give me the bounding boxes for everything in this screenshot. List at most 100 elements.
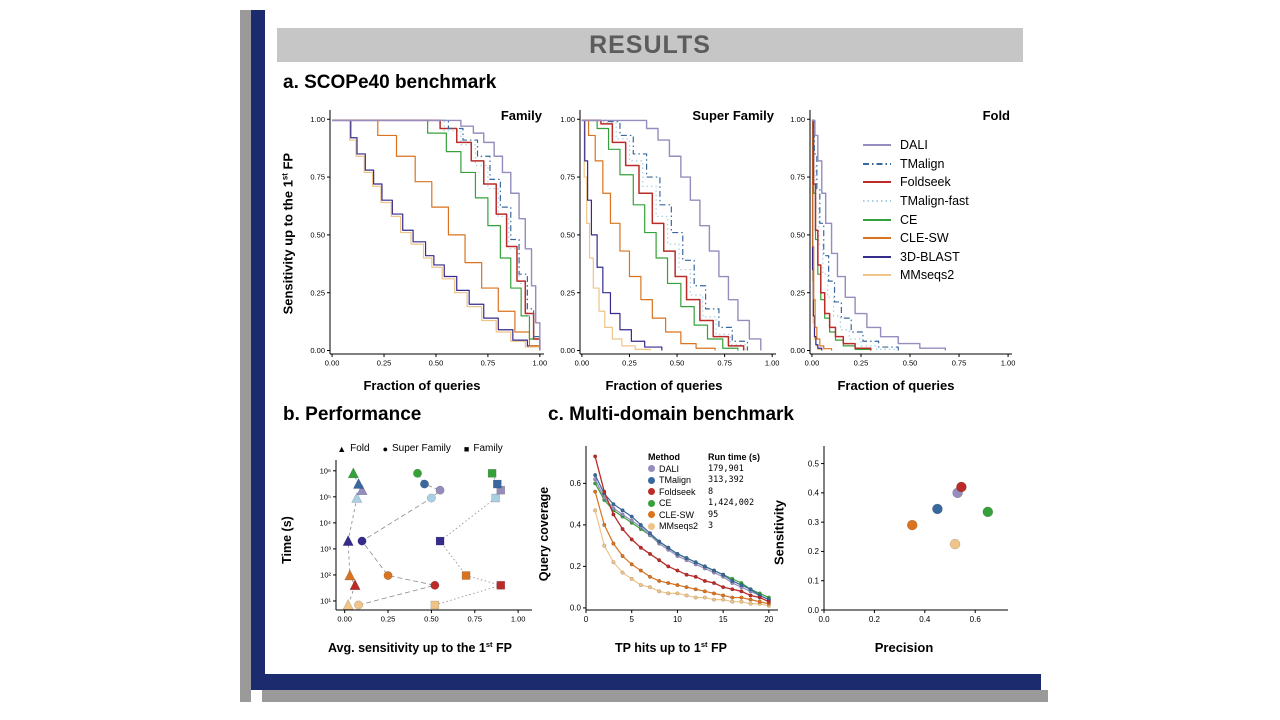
legend-label: Foldseek — [900, 175, 951, 190]
runtime-row-method: CE — [648, 498, 698, 508]
runtime-row-method: TMalign — [648, 475, 698, 485]
family-x-axis-label: Fraction of queries — [363, 378, 481, 393]
chart-superfamily: 0.00 0.25 0.50 0.75 1.00 0.00 0.25 0.50 0.75 1.00… — [548, 100, 780, 374]
svg-text:0.50: 0.50 — [424, 615, 439, 624]
svg-text:0.25: 0.25 — [854, 359, 869, 368]
frame-shadow-left — [240, 10, 251, 702]
svg-text:0.00: 0.00 — [337, 615, 352, 624]
section-c-title: c. Multi-domain benchmark — [548, 404, 794, 425]
svg-text:0.25: 0.25 — [310, 288, 325, 297]
svg-text:0.00: 0.00 — [325, 359, 340, 368]
svg-text:15: 15 — [719, 615, 728, 624]
svg-text:0.2: 0.2 — [808, 547, 820, 556]
svg-text:0.75: 0.75 — [481, 359, 496, 368]
svg-text:Fold: Fold — [983, 108, 1010, 123]
svg-text:10²: 10² — [320, 571, 331, 580]
results-title: RESULTS — [589, 30, 711, 59]
svg-text:0.50: 0.50 — [903, 359, 918, 368]
circle-marker-icon: ● — [382, 443, 388, 454]
runtime-method-name: TMalign — [659, 475, 692, 485]
perf-legend-label: Fold — [350, 443, 370, 454]
runtime-row-method: DALI — [648, 464, 698, 474]
svg-text:0.75: 0.75 — [952, 359, 967, 368]
runtime-method-name: Foldseek — [659, 486, 696, 497]
sensitivity-y-axis-label: Sensitivity — [771, 499, 787, 566]
svg-text:1.00: 1.00 — [533, 359, 548, 368]
legend-item-cle-sw: CLE-SW — [862, 229, 969, 248]
svg-text:0.4: 0.4 — [808, 489, 820, 498]
superfamily-x-axis-label: Fraction of queries — [605, 378, 723, 393]
svg-text:0.4: 0.4 — [919, 615, 931, 624]
runtime-value: 95 — [708, 509, 719, 520]
svg-text:0.50: 0.50 — [560, 231, 575, 240]
runtime-value: 313,392 — [708, 475, 744, 485]
runtime-row-method: CLE-SW — [648, 510, 698, 520]
time-y-axis-label: Time (s) — [280, 516, 294, 564]
legend-item-mmseqs2: MMseqs2 — [862, 266, 969, 285]
svg-text:0.50: 0.50 — [429, 359, 444, 368]
legend-label: TMalign-fast — [900, 194, 969, 209]
svg-text:1.00: 1.00 — [560, 115, 575, 124]
chart-precision-sensitivity: 0.0 0.2 0.4 0.6 0.0 0.1 0.2 0.3 0.4 0.5 — [790, 438, 1018, 634]
runtime-header-time: Run time (s) — [708, 452, 761, 462]
legend-label: 3D-BLAST — [900, 249, 960, 264]
method-color-dot-icon — [648, 488, 655, 495]
svg-text:0.2: 0.2 — [869, 615, 881, 624]
coverage-x-axis-label: TP hits up to 1st FP — [614, 640, 727, 656]
svg-text:1.00: 1.00 — [310, 115, 325, 124]
legend-item-ce: CE — [862, 210, 969, 229]
fold-x-axis-label: Fraction of queries — [837, 378, 955, 393]
results-banner: RESULTS — [277, 28, 1023, 62]
runtime-value: 1,424,002 — [708, 498, 755, 508]
svg-text:0.75: 0.75 — [310, 173, 325, 182]
legend-item-foldseek: Foldseek — [862, 173, 969, 192]
runtime-method-name: MMseqs2 — [659, 521, 699, 531]
frame-border-left — [251, 10, 265, 690]
svg-text:10¹: 10¹ — [320, 597, 331, 606]
perf-legend-item-square: ■ Family — [464, 443, 503, 454]
svg-text:0.25: 0.25 — [622, 359, 637, 368]
svg-text:0.25: 0.25 — [381, 615, 396, 624]
svg-text:0.50: 0.50 — [790, 231, 805, 240]
svg-text:10⁶: 10⁶ — [320, 466, 331, 475]
chart-query-coverage: 0 5 10 15 20 0.0 0.2 0.4 0.6 — [556, 438, 786, 634]
runtime-method-name: CE — [659, 498, 672, 508]
svg-text:0.75: 0.75 — [717, 359, 732, 368]
svg-text:0.00: 0.00 — [790, 346, 805, 355]
svg-text:0.6: 0.6 — [570, 479, 582, 488]
svg-text:0: 0 — [584, 615, 589, 624]
section-a-title: a. SCOPe40 benchmark — [283, 72, 497, 93]
svg-text:0.25: 0.25 — [377, 359, 392, 368]
svg-text:10: 10 — [673, 615, 682, 624]
runtime-value: 8 — [708, 486, 714, 497]
svg-text:10³: 10³ — [320, 545, 331, 554]
svg-text:5: 5 — [629, 615, 634, 624]
svg-text:1.00: 1.00 — [511, 615, 526, 624]
svg-text:0.4: 0.4 — [570, 521, 582, 530]
legend-item-tmalign: TMalign — [862, 155, 969, 174]
legend-item-tmalign-fast: TMalign-fast — [862, 192, 969, 211]
legend-label: CLE-SW — [900, 231, 949, 246]
svg-text:20: 20 — [764, 615, 773, 624]
svg-text:0.3: 0.3 — [808, 518, 820, 527]
svg-text:0.75: 0.75 — [790, 173, 805, 182]
svg-text:0.0: 0.0 — [808, 606, 820, 615]
legend-label: MMseqs2 — [900, 268, 955, 283]
method-color-dot-icon — [648, 499, 655, 507]
svg-text:0.50: 0.50 — [310, 231, 325, 240]
runtime-table: Method Run time (s) DALI 179,901 TMalign 313,… — [648, 452, 760, 531]
svg-text:0.0: 0.0 — [818, 615, 830, 624]
method-color-dot-icon — [648, 476, 655, 484]
perf-legend-item-triangle: ▲ Fold — [337, 443, 369, 454]
perf-legend-label: Super Family — [392, 443, 451, 454]
perf-legend-item-circle: ● Super Family — [383, 443, 451, 454]
legend-item-3d-blast: 3D-BLAST — [862, 248, 969, 267]
square-marker-icon: ■ — [463, 443, 470, 454]
svg-text:0.25: 0.25 — [560, 288, 575, 297]
svg-text:Family: Family — [501, 108, 543, 123]
scope-legend: DALI TMalign Foldseek TMalign-fast CE CLE-SW 3… — [862, 136, 969, 285]
coverage-y-axis-label: Query coverage — [537, 486, 551, 582]
triangle-marker-icon: ▲ — [337, 443, 347, 454]
svg-text:10⁴: 10⁴ — [319, 518, 331, 527]
